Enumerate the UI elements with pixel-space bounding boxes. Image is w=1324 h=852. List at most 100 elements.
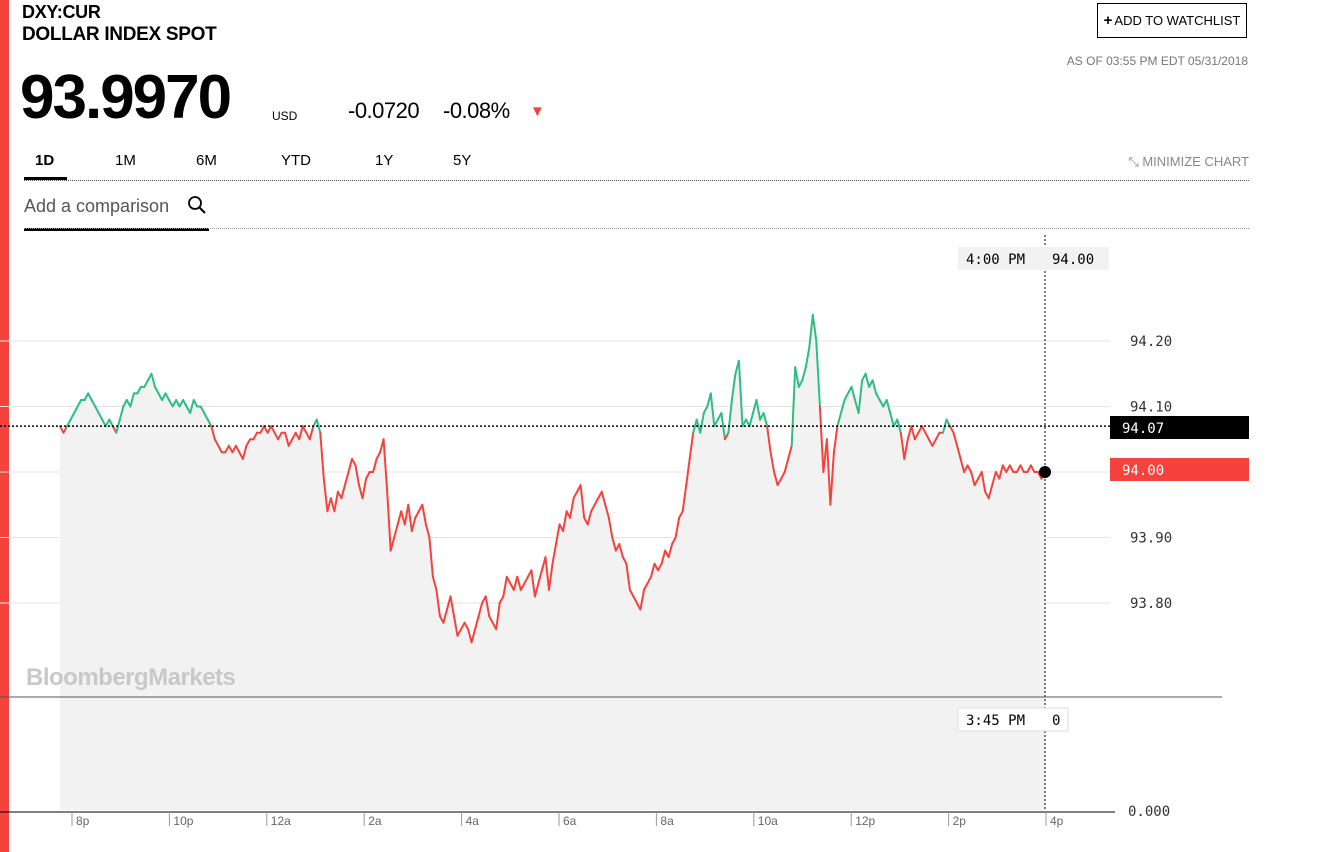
last-price-label: 94.00	[1122, 463, 1164, 479]
price-line-segment	[340, 484, 346, 500]
tab-1y[interactable]: 1Y	[375, 152, 394, 169]
price-line-segment	[604, 503, 610, 519]
down-arrow-icon: ▼	[530, 103, 545, 120]
price-line-segment	[927, 438, 934, 447]
price-change-percent: -0.08%	[443, 98, 510, 123]
price-line-segment	[646, 575, 652, 585]
price-line-segment	[354, 464, 360, 487]
price-line-segment	[815, 340, 821, 408]
price-line-segment	[94, 405, 100, 414]
price-line-segment	[322, 477, 329, 513]
price-line-segment	[1029, 464, 1036, 473]
price-line-segment	[189, 399, 195, 414]
price-line-segment	[1015, 464, 1022, 473]
price-line-segment	[347, 457, 353, 473]
price-line-segment	[291, 431, 297, 441]
price-line-segment	[790, 366, 797, 447]
price-line-segment	[143, 379, 149, 388]
price-line-segment	[987, 484, 994, 500]
volume-axis-label: 0.000	[1128, 804, 1170, 820]
price-line-segment	[762, 412, 769, 428]
price-line-segment	[523, 575, 529, 585]
tab-ytd[interactable]: YTD	[281, 152, 311, 169]
price-line-segment	[836, 412, 842, 428]
price-line-segment	[702, 405, 709, 414]
x-tick-label: 2p	[953, 814, 967, 828]
tab-1d[interactable]: 1D	[35, 152, 55, 169]
price-line-segment	[495, 602, 501, 631]
price-change: -0.0720	[348, 98, 420, 123]
minimize-chart-button[interactable]: ⤡ MINIMIZE CHART	[1128, 154, 1249, 170]
bloomberg-markets-logo: BloombergMarkets	[26, 664, 236, 691]
tab-5y[interactable]: 5Y	[453, 152, 472, 169]
price-line-segment	[970, 471, 976, 487]
price-line-segment	[741, 418, 747, 428]
price-line-segment	[136, 385, 142, 395]
active-tab-indicator	[24, 177, 67, 180]
price-line-segment	[956, 444, 962, 460]
x-tick-label: 10p	[173, 814, 193, 828]
price-line-segment	[530, 569, 536, 598]
price-line-segment	[875, 392, 881, 401]
price-line-segment	[840, 399, 846, 414]
price-line-segment	[639, 588, 645, 611]
price-line-segment	[403, 503, 410, 526]
price-line-segment	[1019, 464, 1025, 473]
volume-tooltip-box	[957, 707, 1069, 732]
timeframe-tabs: 1D 1M 6M YTD 1Y 5Y ⤡ MINIMIZE CHART	[24, 140, 1249, 181]
price-line-segment	[586, 510, 593, 526]
cursor-time-label: 4:00 PM	[966, 252, 1025, 268]
price-line-segment	[850, 385, 856, 401]
price-line-segment	[431, 575, 438, 591]
y-tick-label: 93.90	[1130, 531, 1172, 547]
price-line-segment	[372, 457, 378, 473]
price-line-segment	[66, 418, 72, 428]
price-line-segment	[273, 431, 280, 441]
price-line-segment	[832, 425, 839, 454]
price-line-segment	[213, 438, 220, 447]
price-line-segment	[572, 490, 579, 500]
price-line-segment	[115, 418, 121, 434]
price-line-segment	[301, 425, 308, 434]
price-line-segment	[621, 556, 628, 565]
price-line-segment	[737, 359, 744, 428]
comparison-input[interactable]	[24, 192, 174, 220]
price-line-segment	[533, 582, 540, 598]
price-line-segment	[118, 405, 125, 421]
price-line-segment	[787, 444, 793, 460]
x-axis: 8p 10p 12a 2a 4a 6a 8a 10a 12p 2p 4p	[0, 811, 1115, 828]
price-line-segment	[963, 464, 969, 473]
price-line-segment	[266, 425, 273, 434]
price-line-segment	[1037, 471, 1043, 480]
price-line-segment	[681, 484, 688, 513]
minimize-chart-label: MINIMIZE CHART	[1142, 154, 1249, 169]
price-line-segment	[59, 425, 65, 434]
price-line-segment	[917, 425, 923, 434]
add-to-watchlist-button[interactable]: + ADD TO WATCHLIST	[1097, 3, 1247, 38]
price-line-segment	[164, 392, 171, 401]
price-line-segment	[252, 431, 258, 441]
search-icon[interactable]	[187, 195, 207, 215]
tab-1m[interactable]: 1M	[115, 152, 136, 169]
price-line-segment	[154, 385, 160, 395]
instrument-name: DOLLAR INDEX SPOT	[22, 24, 217, 45]
price-line-segment	[386, 490, 392, 552]
price-line-segment	[611, 536, 617, 552]
price-line-segment	[474, 615, 480, 631]
price-line-segment	[688, 431, 695, 460]
price-line-segment	[548, 562, 554, 591]
price-line-segment	[544, 556, 550, 591]
price-chart[interactable]: 94.20 94.10 93.90 93.80 8p 10p 12a 2a 4a 6a 8a 10a…	[0, 230, 1324, 840]
price-line-segment	[73, 405, 79, 414]
price-line-segment	[396, 510, 403, 526]
price-line-segment	[157, 392, 163, 401]
price-line-segment	[864, 372, 871, 388]
price-line-segment	[259, 425, 265, 434]
price-line-segment	[319, 431, 325, 480]
tab-6m[interactable]: 6M	[196, 152, 217, 169]
last-price-label-box	[1110, 458, 1249, 481]
price-line-segment	[709, 392, 716, 428]
y-tick-label: 93.80	[1130, 596, 1172, 612]
price-line-segment	[129, 392, 135, 408]
price-line-segment	[569, 497, 575, 519]
